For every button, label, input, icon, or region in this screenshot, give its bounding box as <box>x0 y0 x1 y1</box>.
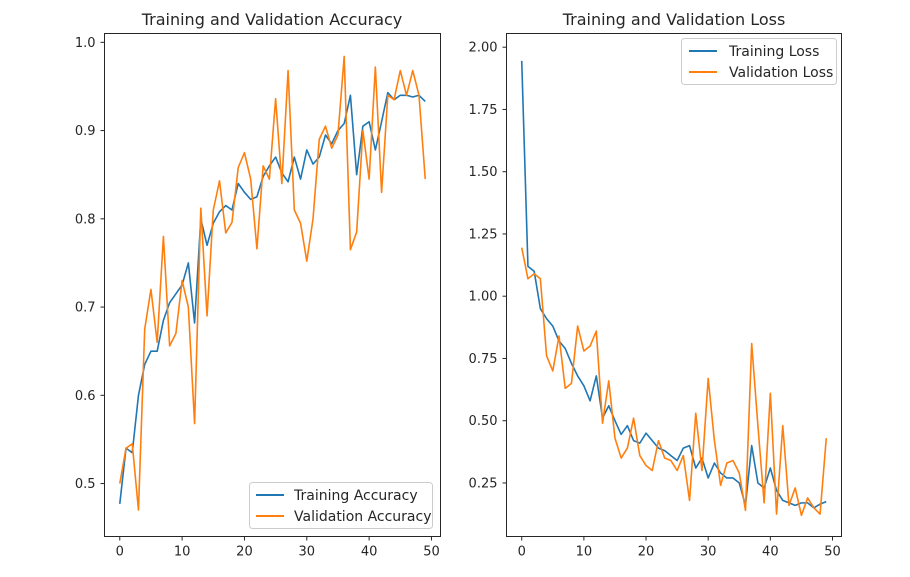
legend-label-training-accuracy: Training Accuracy <box>293 488 418 504</box>
accuracy-xtick-label: 0 <box>116 545 124 560</box>
loss-ytick-label: 1.50 <box>469 165 498 180</box>
series-line-training-accuracy <box>118 91 426 504</box>
loss-xtick-label: 30 <box>700 545 717 560</box>
loss-chart-title: Training and Validation Loss <box>562 10 786 29</box>
accuracy-ytick-label: 0.6 <box>75 389 96 404</box>
series-line-training-loss <box>520 60 827 509</box>
accuracy-xtick-label: 40 <box>361 545 378 560</box>
loss-ytick-label: 0.75 <box>469 352 498 367</box>
loss-ytick-label: 1.25 <box>469 227 498 242</box>
series-line-validation-loss <box>520 247 828 517</box>
legend-label-training-loss: Training Loss <box>728 44 819 60</box>
loss-xtick-label: 10 <box>576 545 593 560</box>
accuracy-legend-box <box>249 482 433 529</box>
accuracy-panel: Training and Validation Accuracy 0 10 20 30… <box>75 10 441 560</box>
loss-ytick-label: 0.25 <box>469 476 498 491</box>
legend-label-validation-accuracy: Validation Accuracy <box>294 509 432 525</box>
loss-axes-frame <box>506 33 842 537</box>
accuracy-plot-area: 0 10 20 30 40 50 0.5 0.6 0.7 0.8 0.9 1.0 <box>75 36 440 560</box>
accuracy-xtick-label: 10 <box>174 545 191 560</box>
loss-plot-area: 0 10 20 30 40 50 0.25 0.50 0.75 1.00 1.25 1.50 1.75 2… <box>469 41 841 560</box>
loss-ytick-label: 0.50 <box>469 414 498 429</box>
accuracy-axes-frame <box>104 33 441 537</box>
accuracy-ytick-label: 0.5 <box>75 477 96 492</box>
loss-panel: Training and Validation Loss 0 10 20 30 40 50… <box>469 10 842 560</box>
loss-legend-box <box>681 38 837 85</box>
accuracy-ytick-label: 0.8 <box>75 212 96 227</box>
accuracy-ytick-label: 0.7 <box>75 301 96 316</box>
accuracy-legend: Training Accuracy Validation Accuracy <box>249 482 433 529</box>
loss-xtick-label: 50 <box>824 545 841 560</box>
loss-ytick-label: 1.00 <box>469 290 498 305</box>
loss-ytick-label: 2.00 <box>469 41 498 56</box>
accuracy-chart-title: Training and Validation Accuracy <box>141 10 403 29</box>
accuracy-xtick-label: 30 <box>299 545 316 560</box>
loss-ytick-label: 1.75 <box>469 103 498 118</box>
accuracy-ytick-label: 0.9 <box>75 124 96 139</box>
loss-xtick-label: 40 <box>762 545 779 560</box>
accuracy-xtick-label: 20 <box>236 545 253 560</box>
accuracy-xtick-label: 50 <box>423 545 440 560</box>
legend-label-validation-loss: Validation Loss <box>729 65 833 81</box>
loss-legend: Training Loss Validation Loss <box>681 38 837 85</box>
loss-xtick-label: 0 <box>518 545 526 560</box>
series-line-validation-accuracy <box>118 55 427 511</box>
loss-xtick-label: 20 <box>638 545 655 560</box>
accuracy-ytick-label: 1.0 <box>75 36 96 51</box>
